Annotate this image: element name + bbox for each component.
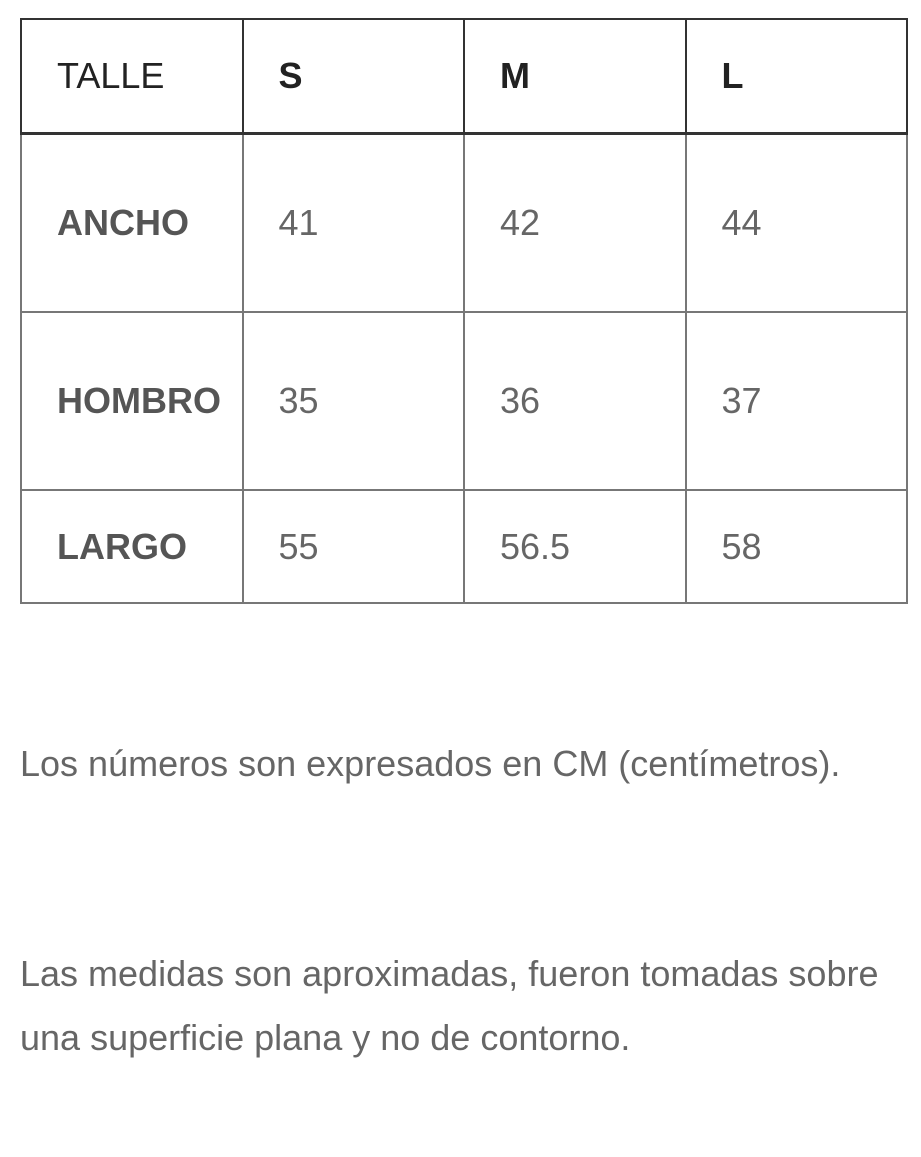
note: Los números son expresados en CM (centím… (20, 743, 841, 784)
cell: 35 (241, 311, 465, 491)
cell: 36 (463, 311, 687, 491)
cell: 42 (463, 132, 687, 313)
header-cell: S (241, 18, 465, 135)
header-cell: L (684, 18, 908, 135)
header-cell: M (463, 18, 687, 135)
table-row: LARGO 55 56.5 58 (20, 489, 908, 604)
size-table: TALLE S M L ANCHO 41 42 44 HOMBRO 35 36 … (20, 18, 908, 604)
note: Las medidas son aproximadas, fueron toma… (20, 953, 879, 1058)
row-label: ANCHO (20, 132, 244, 313)
cell: 41 (241, 132, 465, 313)
row-label: LARGO (20, 489, 244, 604)
header-row: TALLE S M L (20, 18, 908, 135)
table-row: ANCHO 41 42 44 (20, 132, 908, 313)
cell: 56.5 (463, 489, 687, 604)
table-row: HOMBRO 35 36 37 (20, 311, 908, 491)
row-label: HOMBRO (20, 311, 244, 491)
cell: 37 (684, 311, 908, 491)
header-cell: TALLE (20, 18, 244, 135)
cell: 44 (684, 132, 908, 313)
cell: 58 (684, 489, 908, 604)
cell: 55 (241, 489, 465, 604)
